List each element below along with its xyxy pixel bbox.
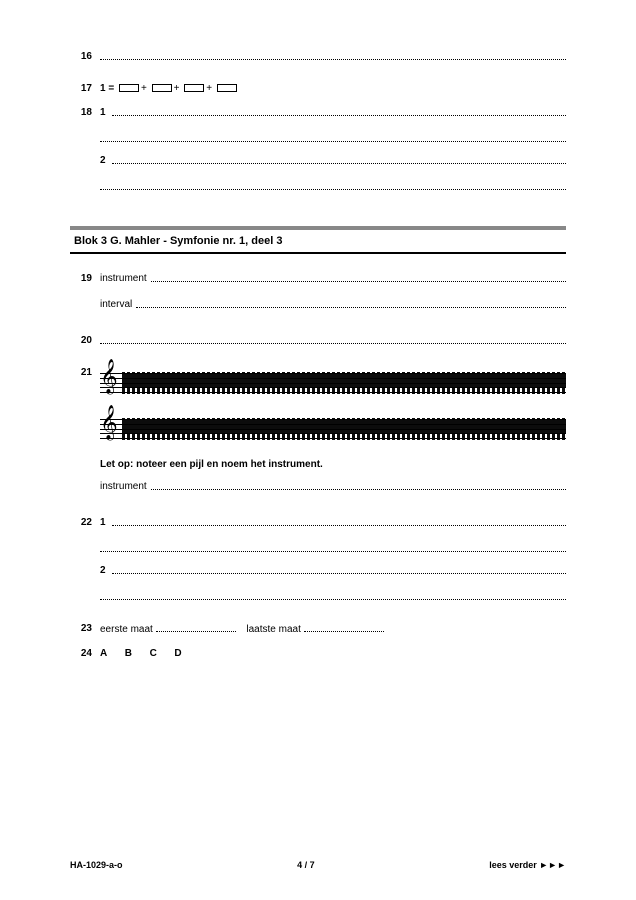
question-16: 16 xyxy=(70,50,566,72)
answer-line xyxy=(151,480,566,490)
footer-center: 4 / 7 xyxy=(297,860,315,870)
rhythm-box xyxy=(152,84,172,92)
choice-c[interactable]: C xyxy=(150,647,172,661)
q17-content: 1 = + + + xyxy=(100,82,566,96)
q23-label-last: laatste maat xyxy=(246,624,300,635)
section-underline xyxy=(70,252,566,254)
answer-line xyxy=(100,542,566,552)
q24-choices: A B C D xyxy=(100,647,566,661)
answer-line xyxy=(100,180,566,190)
question-21: 21 Let op: noteer een pijl en noem het i… xyxy=(70,366,566,506)
answer-line xyxy=(304,622,384,632)
q22-number: 22 xyxy=(70,516,100,530)
q24-number: 24 xyxy=(70,647,100,661)
q19-number: 19 xyxy=(70,272,100,286)
answer-line xyxy=(112,106,566,116)
q18-number: 18 xyxy=(70,106,100,120)
q23-number: 23 xyxy=(70,622,100,636)
q21-number: 21 xyxy=(70,366,100,380)
q19-label-instrument: instrument xyxy=(100,272,147,286)
section-header: Blok 3 G. Mahler - Symfonie nr. 1, deel … xyxy=(70,226,566,254)
question-23: 23 eerste maat laatste maat xyxy=(70,622,566,637)
q21-content: Let op: noteer een pijl en noem het inst… xyxy=(100,366,566,506)
answer-line xyxy=(100,590,566,600)
choice-d[interactable]: D xyxy=(174,647,196,661)
rhythm-box xyxy=(184,84,204,92)
question-17: 17 1 = + + + xyxy=(70,82,566,96)
q18-sub1: 1 xyxy=(100,106,112,120)
q22-sub1: 1 xyxy=(100,516,112,530)
q23-label-first: eerste maat xyxy=(100,624,153,635)
q19-content: instrument interval xyxy=(100,272,566,324)
choice-a[interactable]: A xyxy=(100,647,122,661)
q20-content xyxy=(100,334,566,356)
answer-line xyxy=(156,622,236,632)
rhythm-box xyxy=(217,84,237,92)
q18-sub2: 2 xyxy=(100,154,112,168)
page-footer: HA-1029-a-o 4 / 7 lees verder ►►► xyxy=(70,860,566,870)
q23-content: eerste maat laatste maat xyxy=(100,622,566,637)
q16-number: 16 xyxy=(70,50,100,64)
q21-label-instrument: instrument xyxy=(100,480,147,494)
q17-prefix: 1 = xyxy=(100,83,114,94)
q22-sub2: 2 xyxy=(100,564,112,578)
question-20: 20 xyxy=(70,334,566,356)
music-staff-2 xyxy=(100,412,566,446)
answer-line xyxy=(100,132,566,142)
exam-page: 16 17 1 = + + + 18 1 2 xyxy=(0,0,636,900)
answer-line xyxy=(112,564,566,574)
question-22: 22 1 2 xyxy=(70,516,566,612)
section-bar xyxy=(70,226,566,230)
answer-line xyxy=(136,298,566,308)
q19-label-interval: interval xyxy=(100,298,132,312)
footer-right: lees verder ►►► xyxy=(489,860,566,870)
q16-content xyxy=(100,50,566,72)
rhythm-box xyxy=(119,84,139,92)
answer-line xyxy=(112,154,566,164)
q18-content: 1 2 xyxy=(100,106,566,202)
section-title: Blok 3 G. Mahler - Symfonie nr. 1, deel … xyxy=(70,232,566,250)
choice-b[interactable]: B xyxy=(125,647,147,661)
question-24: 24 A B C D xyxy=(70,647,566,661)
q20-number: 20 xyxy=(70,334,100,348)
answer-line xyxy=(151,272,566,282)
q17-number: 17 xyxy=(70,82,100,96)
answer-line xyxy=(100,334,566,344)
answer-line xyxy=(112,516,566,526)
q22-content: 1 2 xyxy=(100,516,566,612)
q21-note: Let op: noteer een pijl en noem het inst… xyxy=(100,458,566,472)
question-19: 19 instrument interval xyxy=(70,272,566,324)
footer-left: HA-1029-a-o xyxy=(70,860,123,870)
answer-line xyxy=(100,50,566,60)
question-18: 18 1 2 xyxy=(70,106,566,202)
music-staff-1 xyxy=(100,366,566,400)
